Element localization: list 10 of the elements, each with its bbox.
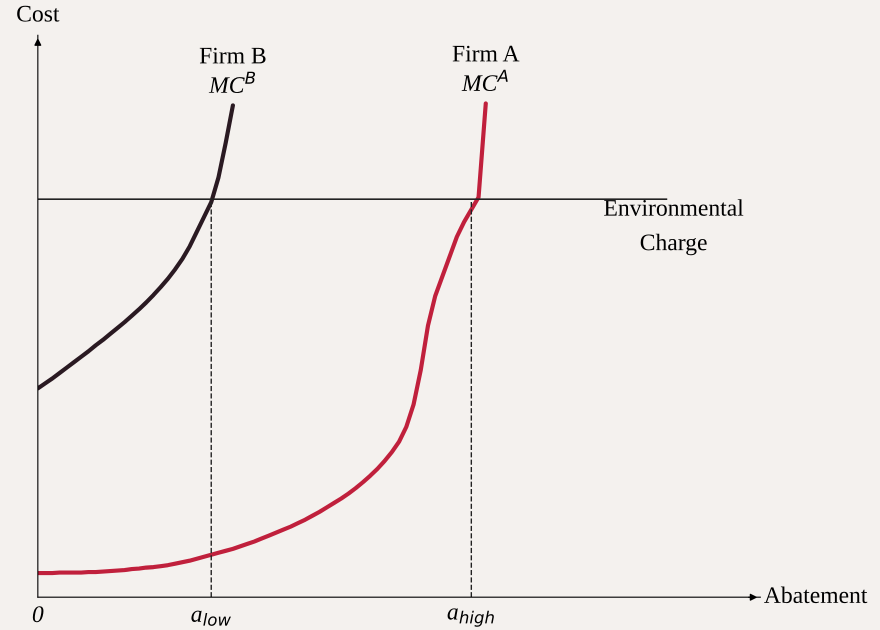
x-tick-label: a$_{high}$	[448, 608, 494, 627]
x-tick-label: a$_{low}$	[191, 610, 231, 626]
series-label: MC$^{B}$	[208, 72, 256, 94]
x-axis-title: Abatement	[764, 586, 868, 604]
series-label: MC$^{A}$	[462, 70, 508, 92]
text: Firm A	[452, 46, 520, 62]
x-tick-label: 0	[32, 606, 44, 622]
y-axis-title: Cost	[17, 6, 60, 22]
ref-line-label: Environmental Charge	[604, 199, 744, 256]
text: Firm B	[200, 48, 266, 64]
